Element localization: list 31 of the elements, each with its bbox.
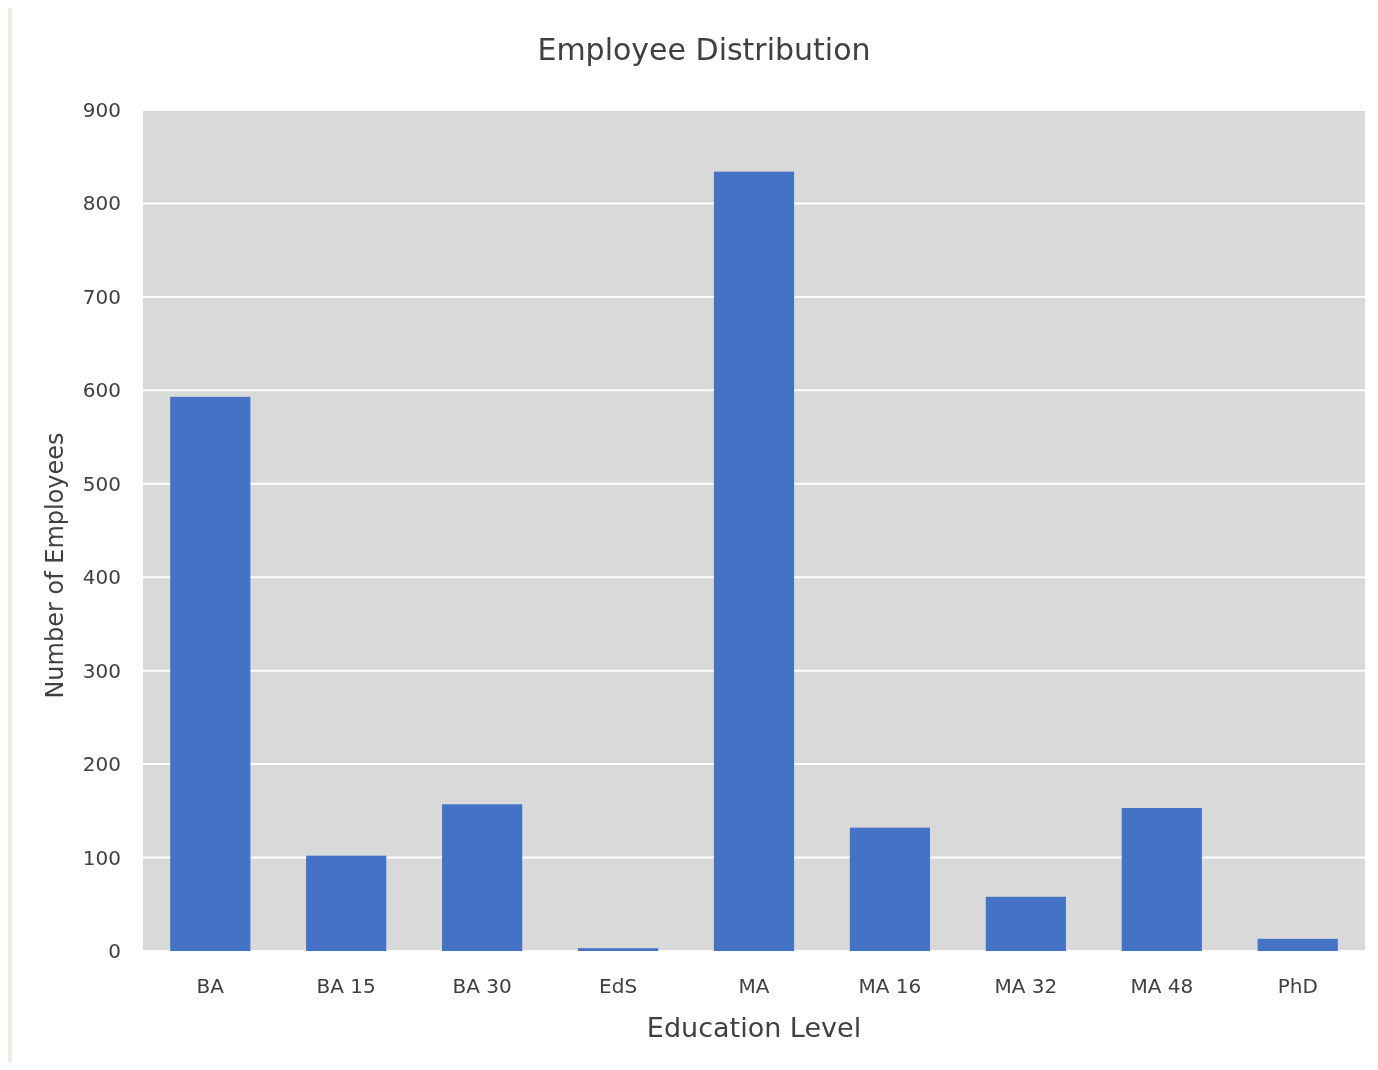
- x-tick-label: BA 15: [316, 974, 376, 998]
- x-tick-label: PhD: [1277, 974, 1318, 998]
- bar: [985, 896, 1066, 951]
- y-tick-label: 200: [82, 752, 121, 777]
- x-tick-label: BA: [196, 974, 225, 998]
- y-tick-label: 400: [82, 565, 121, 590]
- y-tick-label: 900: [82, 98, 121, 122]
- x-axis-title: Education Level: [646, 1012, 862, 1043]
- chart-title: Employee Distribution: [537, 32, 871, 67]
- y-tick-label: 500: [82, 471, 121, 496]
- bar: [849, 827, 931, 951]
- bar: [442, 804, 523, 951]
- bar: [306, 855, 387, 951]
- y-tick-label: 800: [82, 191, 121, 216]
- x-tick-label: BA 30: [452, 974, 512, 998]
- bar: [577, 948, 659, 951]
- y-axis-title: Number of Employees: [41, 432, 69, 699]
- x-tick-label: EdS: [599, 974, 638, 998]
- bar: [1121, 808, 1202, 951]
- y-tick-label: 600: [82, 378, 121, 403]
- bar: [713, 171, 795, 951]
- x-tick-label: MA: [738, 974, 770, 998]
- y-tick-label: 100: [82, 845, 121, 870]
- y-tick-label: 700: [82, 284, 121, 309]
- y-tick-label: 300: [82, 658, 121, 683]
- bar: [1257, 938, 1338, 951]
- x-tick-label: MA 32: [994, 974, 1058, 998]
- y-tick-label: 0: [108, 939, 121, 963]
- bar: [170, 396, 251, 951]
- x-tick-label: MA 48: [1130, 974, 1194, 998]
- x-tick-label: MA 16: [858, 974, 922, 998]
